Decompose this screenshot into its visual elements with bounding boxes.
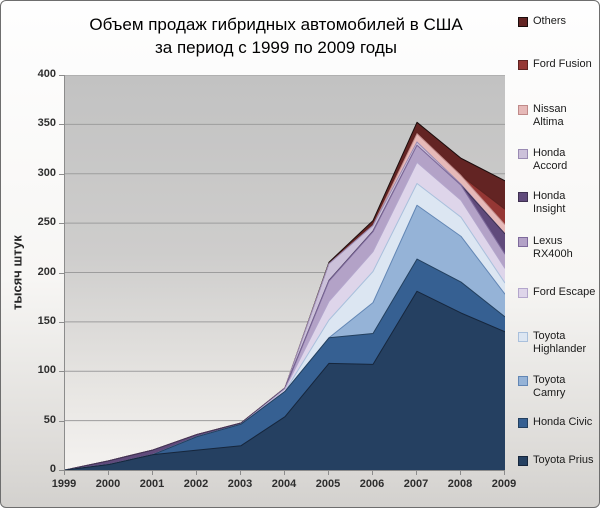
x-tick-mark: [284, 471, 285, 475]
legend-swatch-icon: [518, 105, 528, 115]
y-tick-label: 100: [37, 364, 56, 377]
legend-swatch-icon: [518, 17, 528, 27]
legend-item-toyota-highlander: Toyota Highlander: [518, 330, 598, 356]
legend-item-honda-civic: Honda Civic: [518, 416, 598, 429]
legend-label: Others: [533, 15, 567, 27]
legend-item-lexus-rx400h: Lexus RX400h: [518, 235, 598, 261]
legend-label: Ford Escape: [533, 286, 596, 298]
legend-item-others: Others: [518, 15, 598, 28]
x-tick-mark: [372, 471, 373, 475]
y-tick-label: 350: [37, 117, 56, 130]
x-tick-label: 2006: [359, 478, 385, 490]
x-tick-label: 2002: [183, 478, 209, 490]
y-tick-mark: [59, 272, 64, 274]
legend-item-ford-escape: Ford Escape: [518, 286, 598, 299]
legend-swatch-icon: [518, 149, 528, 159]
chart-title-line1: Объем продаж гибридных автомобилей в США: [89, 15, 463, 34]
y-tick-label: 150: [37, 314, 56, 327]
y-tick-mark: [59, 75, 64, 76]
area-border-toyota-prius: [65, 290, 505, 470]
y-tick-mark: [59, 124, 64, 126]
legend-swatch-icon: [518, 332, 528, 342]
legend-swatch-icon: [518, 456, 528, 466]
y-tick-mark: [59, 223, 64, 225]
y-tick-mark: [59, 371, 64, 373]
x-tick-mark: [64, 471, 65, 475]
y-tick-label: 250: [37, 216, 56, 229]
x-tick-label: 2001: [139, 478, 165, 490]
legend-label: Honda Insight: [533, 190, 566, 215]
legend-item-ford-fusion: Ford Fusion: [518, 58, 598, 71]
x-tick-mark: [460, 471, 461, 475]
x-tick-mark: [328, 471, 329, 475]
legend-item-honda-insight: Honda Insight: [518, 190, 598, 216]
legend-label: Nissan Altima: [533, 103, 567, 128]
x-tick-mark: [152, 471, 153, 475]
legend-swatch-icon: [518, 288, 528, 298]
legend-swatch-icon: [518, 192, 528, 202]
y-tick-label: 400: [37, 68, 56, 80]
y-tick-mark: [59, 420, 64, 422]
y-tick-mark: [59, 470, 64, 471]
x-tick-label: 2000: [95, 478, 121, 490]
x-tick-mark: [196, 471, 197, 475]
legend-swatch-icon: [518, 418, 528, 428]
plot-area: [64, 75, 505, 471]
legend-label: Ford Fusion: [533, 58, 592, 70]
legend-item-toyota-camry: Toyota Camry: [518, 374, 598, 400]
y-tick-mark: [59, 321, 64, 323]
legend-label: Toyota Prius: [533, 454, 594, 466]
x-tick-label: 2005: [315, 478, 341, 490]
legend-label: Toyota Camry: [533, 374, 566, 399]
x-tick-label: 2009: [491, 478, 517, 490]
x-tick-mark: [504, 471, 505, 475]
area-toyota-prius: [65, 291, 505, 470]
legend-swatch-icon: [518, 60, 528, 70]
chart-title-line2: за период с 1999 по 2009 годы: [154, 38, 398, 57]
legend-item-toyota-prius: Toyota Prius: [518, 454, 598, 467]
x-tick-label: 2003: [227, 478, 253, 490]
legend-label: Honda Civic: [533, 416, 593, 428]
x-tick-mark: [108, 471, 109, 475]
y-tick-mark: [59, 173, 64, 175]
legend-item-nissan-altima: Nissan Altima: [518, 103, 598, 129]
legend-label: Honda Accord: [533, 147, 568, 172]
legend-swatch-icon: [518, 376, 528, 386]
x-tick-label: 2008: [447, 478, 473, 490]
x-tick-mark: [416, 471, 417, 475]
y-tick-label: 200: [37, 265, 56, 278]
legend-swatch-icon: [518, 237, 528, 247]
x-tick-mark: [240, 471, 241, 475]
x-tick-label: 1999: [51, 478, 77, 490]
chart-title: Объем продаж гибридных автомобилей в США…: [41, 13, 511, 59]
legend-label: Toyota Highlander: [533, 330, 587, 355]
legend-item-honda-accord: Honda Accord: [518, 147, 598, 173]
stacked-area-svg: [65, 75, 505, 470]
legend: Others Ford Fusion Nissan Altima Honda Acco…: [514, 1, 599, 507]
legend-label: Lexus RX400h: [533, 235, 573, 260]
y-tick-label: 300: [37, 166, 56, 179]
y-tick-label: 50: [43, 413, 56, 426]
x-tick-label: 2007: [403, 478, 429, 490]
x-tick-label: 2004: [271, 478, 297, 490]
y-tick-label: 0: [49, 463, 56, 475]
